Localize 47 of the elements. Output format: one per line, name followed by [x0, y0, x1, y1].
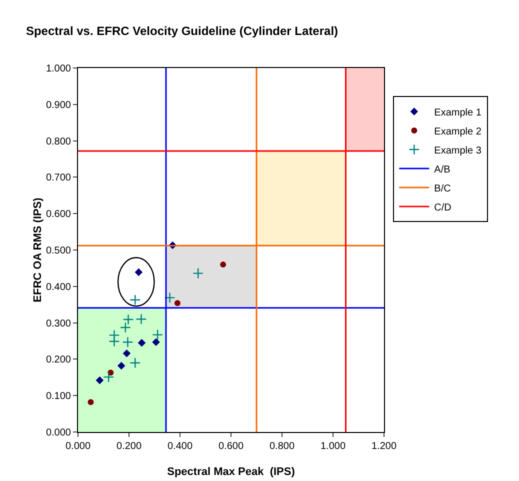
point: [134, 268, 143, 276]
point: [96, 376, 104, 384]
y-tick-label: 0.900: [46, 100, 72, 111]
legend-label: Example 2: [434, 126, 482, 138]
legend-label: Example 1: [434, 107, 482, 118]
x-tick-label: 1.000: [320, 441, 346, 452]
point: [220, 262, 226, 268]
y-tick-label: 0.800: [46, 136, 72, 148]
y-tick-label: 0.500: [46, 246, 72, 256]
y-tick-label: 0.600: [46, 209, 72, 220]
point: [152, 338, 160, 346]
point: [103, 372, 114, 383]
point: [174, 300, 180, 306]
point: [138, 338, 146, 347]
legend-label: B/C: [434, 183, 451, 194]
x-tick-label: 0.200: [116, 441, 142, 452]
y-tick-label: 0.200: [46, 354, 72, 366]
y-tick-label: 0.000: [46, 428, 72, 438]
chart-title: Spectral vs. EFRC Velocity Guideline (Cylinder Lateral): [26, 24, 338, 38]
point: [122, 349, 131, 358]
point: [88, 399, 94, 406]
point: [192, 268, 204, 279]
point: [122, 314, 134, 326]
x-axis-title: Spectral Max Peak (IPS): [167, 466, 296, 478]
x-tick-label: 1.200: [371, 441, 397, 452]
point: [120, 322, 131, 334]
y-tick-label: 0.700: [46, 172, 72, 184]
x-tick-label: 0.600: [218, 441, 244, 452]
x-tick-label: 0.000: [65, 441, 91, 452]
y-axis-title: EFRC OA RMS (IPS): [32, 197, 44, 302]
point: [164, 292, 176, 304]
point: [130, 357, 141, 368]
point: [117, 362, 126, 370]
point: [152, 329, 164, 340]
point: [122, 336, 134, 348]
y-tick-label: 0.400: [46, 282, 72, 293]
legend-label: A/B: [434, 164, 451, 176]
x-tick-label: 0.400: [167, 441, 193, 452]
x-tick-label: 0.800: [269, 441, 295, 452]
legend-label: Example 3: [434, 145, 482, 156]
y-tick-label: 0.300: [46, 318, 72, 330]
point: [130, 294, 141, 306]
point: [136, 314, 147, 325]
point: [108, 336, 120, 347]
legend-label: C/D: [434, 202, 452, 214]
y-tick-label: 1.000: [46, 64, 72, 74]
y-tick-label: 0.100: [46, 391, 72, 402]
